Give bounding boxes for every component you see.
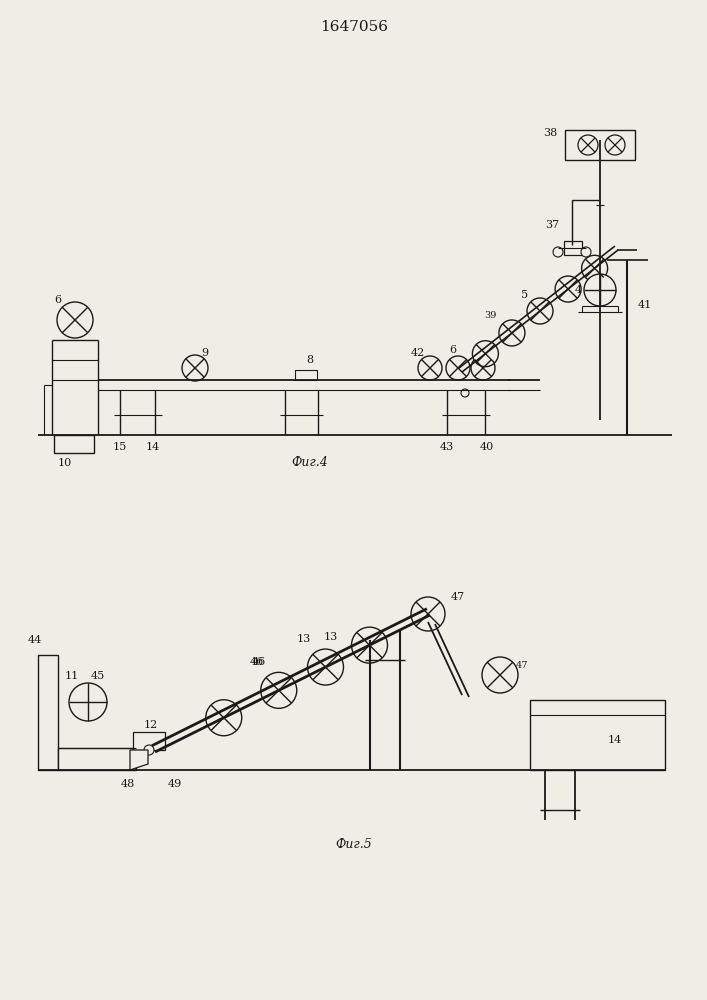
Text: 42: 42 <box>411 348 425 358</box>
Text: 47: 47 <box>515 660 528 670</box>
Text: 45: 45 <box>91 671 105 681</box>
Circle shape <box>206 700 242 736</box>
Circle shape <box>144 745 154 755</box>
Text: Фиг.4: Фиг.4 <box>291 456 328 470</box>
Circle shape <box>261 672 297 708</box>
Bar <box>564 241 582 255</box>
Circle shape <box>582 255 607 281</box>
Circle shape <box>471 356 495 380</box>
Text: 13: 13 <box>323 632 338 642</box>
Bar <box>133 732 165 750</box>
Circle shape <box>418 356 442 380</box>
Text: 38: 38 <box>543 128 557 138</box>
Circle shape <box>527 298 553 324</box>
Circle shape <box>581 247 591 257</box>
Polygon shape <box>130 750 148 770</box>
Text: 14: 14 <box>146 442 160 452</box>
Circle shape <box>555 276 581 302</box>
Bar <box>58 748 136 770</box>
Text: 1647056: 1647056 <box>320 20 388 34</box>
Text: 41: 41 <box>638 300 652 310</box>
Bar <box>38 655 58 770</box>
Circle shape <box>308 649 344 685</box>
Circle shape <box>57 302 93 338</box>
Text: 9: 9 <box>201 348 209 358</box>
Text: 43: 43 <box>440 442 454 452</box>
Text: 37: 37 <box>545 220 559 230</box>
Circle shape <box>605 135 625 155</box>
Text: Фиг.5: Фиг.5 <box>336 838 373 852</box>
Text: 49: 49 <box>168 779 182 789</box>
Text: 4: 4 <box>574 285 582 295</box>
Bar <box>530 700 665 770</box>
Circle shape <box>472 341 498 367</box>
Circle shape <box>69 683 107 721</box>
Text: 5: 5 <box>522 290 529 300</box>
Text: 48: 48 <box>121 779 135 789</box>
Circle shape <box>553 247 563 257</box>
Text: 47: 47 <box>451 592 465 602</box>
Text: 14: 14 <box>608 735 622 745</box>
Text: 6: 6 <box>450 345 457 355</box>
Circle shape <box>446 356 470 380</box>
Text: 13: 13 <box>296 634 310 644</box>
Text: 8: 8 <box>306 355 314 365</box>
Circle shape <box>411 597 445 631</box>
Circle shape <box>351 627 387 663</box>
Text: 10: 10 <box>58 458 72 468</box>
Text: 46: 46 <box>250 657 264 667</box>
Bar <box>565 130 635 160</box>
Text: 6: 6 <box>54 295 62 305</box>
Circle shape <box>482 657 518 693</box>
Bar <box>295 370 317 380</box>
Circle shape <box>584 274 616 306</box>
Bar <box>54 435 94 453</box>
Text: 39: 39 <box>484 310 496 320</box>
Circle shape <box>182 355 208 381</box>
Text: 46: 46 <box>252 657 266 667</box>
Circle shape <box>461 389 469 397</box>
Text: 11: 11 <box>65 671 79 681</box>
Text: 15: 15 <box>113 442 127 452</box>
Circle shape <box>499 320 525 346</box>
Text: 44: 44 <box>28 635 42 645</box>
Text: 12: 12 <box>144 720 158 730</box>
Circle shape <box>578 135 598 155</box>
Text: 40: 40 <box>480 442 494 452</box>
